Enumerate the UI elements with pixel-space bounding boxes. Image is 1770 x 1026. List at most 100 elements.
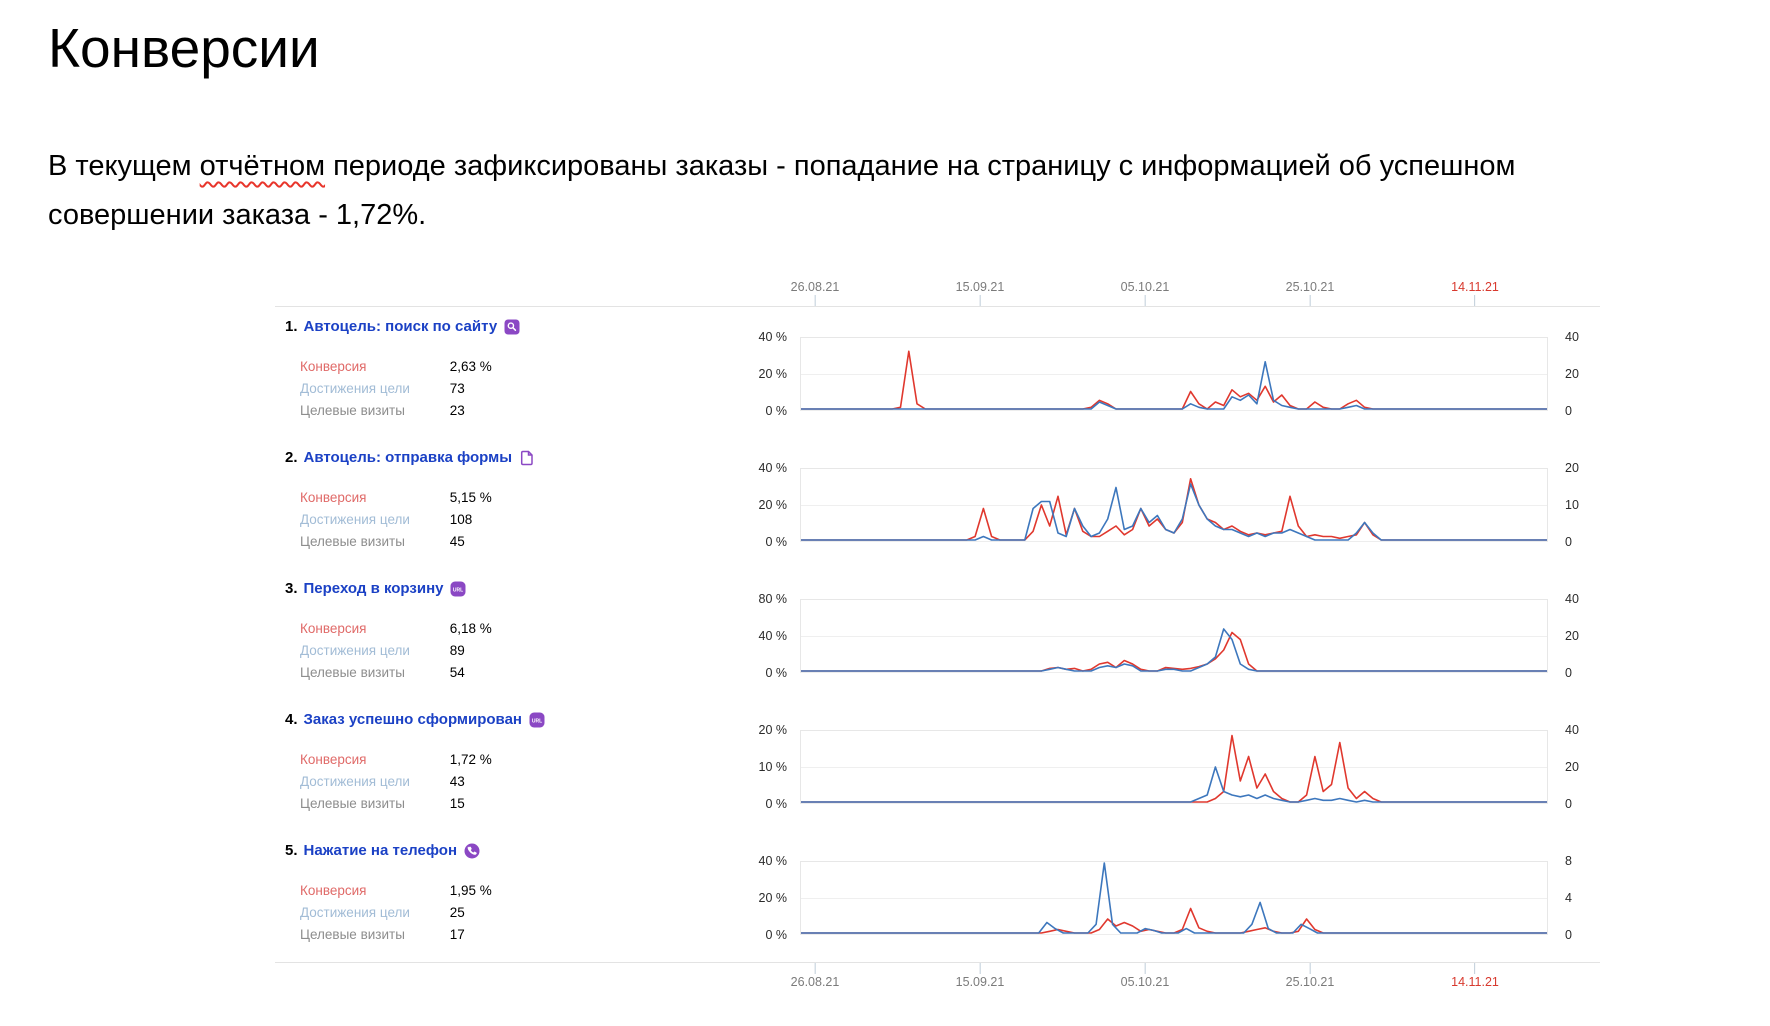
form-icon [519,450,535,466]
goal-reaches-line [801,483,1547,541]
target-visits-value: 54 [449,665,465,680]
goal-reaches-line [801,360,1547,410]
goal-number: 5. [285,842,298,859]
stat-row-goal-reaches: Достижения цели 108 [300,509,715,531]
left-axis-tick: 0 % [765,404,787,418]
goal-info: 1. Автоцель: поиск по сайту Конверсия 2,… [285,317,715,422]
conversion-label: Конверсия [300,883,367,898]
goal-number: 3. [285,580,298,597]
right-axis-tick: 4 [1565,891,1572,905]
stat-row-goal-reaches: Достижения цели 25 [300,902,715,924]
goal-title-line: 3. Переход в корзину URL [285,579,715,599]
stat-row-conversion: Конверсия 2,63 % [300,356,715,378]
target-visits-label: Целевые визиты [300,534,405,549]
stat-row-conversion: Конверсия 6,18 % [300,618,715,640]
stat-row-goal-reaches: Достижения цели 89 [300,640,715,662]
left-axis-tick: 20 % [758,498,788,512]
goal-name-link[interactable]: Автоцель: поиск по сайту [303,318,498,335]
goal-chart[interactable] [800,468,1548,542]
goal-row: 4. Заказ успешно сформирован URL Конверс… [275,700,1600,831]
date-tick-item: 15.09.21 [956,963,1004,990]
goal-row: 2. Автоцель: отправка формы Конверсия 5,… [275,438,1600,569]
date-tick-item: 14.11.21 [1451,963,1499,990]
goal-stats: Конверсия 2,63 % Достижения цели 73 Целе… [285,356,715,422]
goal-name-link[interactable]: Нажатие на телефон [303,842,458,859]
conversion-value: 1,72 % [449,752,492,767]
date-tick-item: 14.11.21 [1451,279,1499,306]
conversion-line [801,350,1547,410]
right-axis-tick: 0 [1565,666,1572,680]
conversion-line [801,478,1547,541]
date-label: 25.10.21 [1285,280,1335,294]
right-axis-tick: 40 [1565,592,1579,606]
target-visits-value: 15 [449,796,465,811]
goal-chart[interactable] [800,599,1548,673]
goal-stats: Конверсия 1,95 % Достижения цели 25 Целе… [285,880,715,946]
stat-row-target-visits: Целевые визиты 23 [300,400,715,422]
conversion-value: 2,63 % [449,359,492,374]
target-visits-value: 45 [449,534,465,549]
right-axis-tick: 20 [1565,461,1579,475]
stat-row-target-visits: Целевые визиты 15 [300,793,715,815]
conversions-report: 26.08.21 15.09.21 05.10.21 25.10.21 14.11.21… [275,268,1600,997]
stat-row-goal-reaches: Достижения цели 43 [300,771,715,793]
goal-chart[interactable] [800,730,1548,804]
chart-left-axis: 40 % 20 % 0 % [673,831,788,962]
axis-tick [814,295,816,306]
chart-lines [801,862,1547,934]
right-axis-tick: 0 [1565,404,1572,418]
axis-tick [979,295,981,306]
goal-reaches-line [801,766,1547,803]
stat-row-target-visits: Целевые визиты 45 [300,531,715,553]
left-axis-tick: 40 % [758,330,788,344]
left-axis-tick: 0 % [765,535,787,549]
right-axis-tick: 10 [1565,498,1579,512]
svg-text:URL: URL [532,718,542,724]
left-axis-tick: 40 % [758,461,788,475]
date-tick-item: 15.09.21 [956,279,1004,306]
goal-number: 1. [285,318,298,335]
date-label: 05.10.21 [1120,975,1170,989]
goal-name-link[interactable]: Заказ успешно сформирован [303,711,522,728]
chart-lines [801,734,1547,803]
right-axis-tick: 40 [1565,330,1579,344]
goal-name-link[interactable]: Автоцель: отправка формы [303,449,513,466]
axis-tick [979,963,981,974]
left-axis-tick: 0 % [765,928,787,942]
top-date-axis: 26.08.21 15.09.21 05.10.21 25.10.21 14.11.21 [275,268,1600,306]
goal-chart[interactable] [800,337,1548,411]
right-axis-tick: 20 [1565,367,1579,381]
chart-gridline [801,636,1547,637]
goal-reaches-value: 89 [449,643,465,658]
conversion-value: 5,15 % [449,490,492,505]
target-visits-value: 23 [449,403,465,418]
chart-gridline [801,374,1547,375]
left-axis-tick: 40 % [758,629,788,643]
target-visits-label: Целевые визиты [300,796,405,811]
chart-right-axis: 40 20 0 [1565,700,1625,831]
stat-row-target-visits: Целевые визиты 17 [300,924,715,946]
goal-name-link[interactable]: Переход в корзину [303,580,444,597]
chart-left-axis: 20 % 10 % 0 % [673,700,788,831]
chart-lines [801,628,1547,672]
svg-text:URL: URL [453,587,463,593]
goal-chart[interactable] [800,861,1548,935]
conversion-line [801,734,1547,803]
stat-row-conversion: Конверсия 1,95 % [300,880,715,902]
chart-lines [801,478,1547,541]
bottom-date-axis: 26.08.21 15.09.21 05.10.21 25.10.21 14.11.21 [275,963,1600,997]
axis-tick [1474,295,1476,306]
goal-title-line: 5. Нажатие на телефон [285,841,715,861]
conversion-line [801,907,1547,934]
date-tick-item: 26.08.21 [791,279,839,306]
stat-row-target-visits: Целевые визиты 54 [300,662,715,684]
stat-row-conversion: Конверсия 5,15 % [300,487,715,509]
goal-reaches-line [801,628,1547,672]
page-title: Конверсии [48,17,320,79]
goal-reaches-label: Достижения цели [300,643,410,658]
right-axis-tick: 20 [1565,760,1579,774]
date-label: 05.10.21 [1120,280,1170,294]
left-axis-tick: 20 % [758,891,788,905]
date-tick-item: 25.10.21 [1286,963,1334,990]
intro-paragraph: В текущем отчётном периоде зафиксированы… [48,142,1568,240]
